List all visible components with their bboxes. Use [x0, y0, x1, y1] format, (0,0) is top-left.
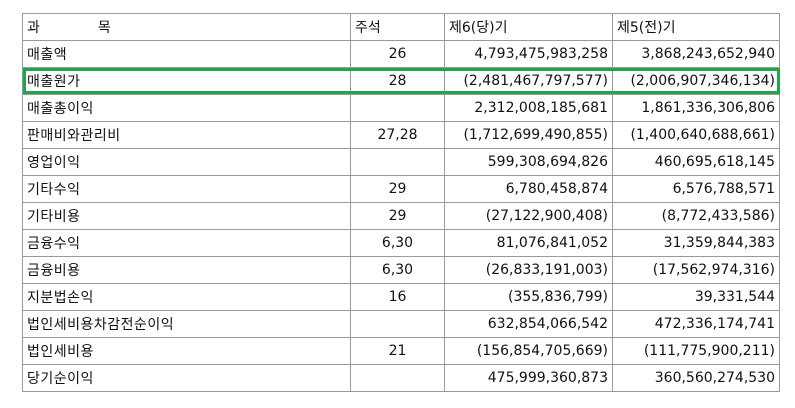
account-cell: 매출액: [22, 40, 351, 68]
account-cell: 법인세비용차감전순이익: [22, 310, 351, 338]
prior-amount-cell: 360,560,274,530: [612, 364, 780, 392]
note-cell: 29: [350, 175, 445, 203]
header-prior-period: 제5(전)기: [612, 13, 780, 41]
table-row: 금융비용 6,30 (26,833,191,003) (17,562,974,316): [22, 256, 780, 284]
current-amount-cell: (26,833,191,003): [444, 256, 613, 284]
current-amount-cell: 4,793,475,983,258: [444, 40, 613, 68]
current-amount-cell: 2,312,008,185,681: [444, 94, 613, 122]
prior-amount-cell: (8,772,433,586): [612, 202, 780, 230]
account-cell: 금융수익: [22, 229, 351, 257]
note-cell: 6,30: [350, 229, 445, 257]
account-cell: 법인세비용: [22, 337, 351, 365]
prior-amount-cell: 1,861,336,306,806: [612, 94, 780, 122]
prior-amount-cell: 460,695,618,145: [612, 148, 780, 176]
prior-amount-cell: 31,359,844,383: [612, 229, 780, 257]
account-cell: 지분법손익: [22, 283, 351, 311]
note-cell: 6,30: [350, 256, 445, 284]
current-amount-cell: 599,308,694,826: [444, 148, 613, 176]
table-row: 당기순이익 475,999,360,873 360,560,274,530: [22, 364, 780, 392]
note-cell: [350, 148, 445, 176]
note-cell: 29: [350, 202, 445, 230]
account-cell: 매출총이익: [22, 94, 351, 122]
prior-amount-cell: 39,331,544: [612, 283, 780, 311]
prior-amount-cell: (17,562,974,316): [612, 256, 780, 284]
table-row: 법인세비용 21 (156,854,705,669) (111,775,900,211…: [22, 337, 780, 365]
note-cell: 16: [350, 283, 445, 311]
header-note: 주석: [350, 13, 445, 41]
prior-amount-cell: (2,006,907,346,134): [612, 67, 780, 95]
current-amount-cell: 6,780,458,874: [444, 175, 613, 203]
header-account-right: 목: [97, 20, 111, 36]
table-row: 매출원가 28 (2,481,467,797,577) (2,006,907,346,…: [22, 67, 780, 95]
account-cell: 영업이익: [22, 148, 351, 176]
current-amount-cell: 81,076,841,052: [444, 229, 613, 257]
current-amount-cell: (156,854,705,669): [444, 337, 613, 365]
current-amount-cell: (355,836,799): [444, 283, 613, 311]
note-cell: 26: [350, 40, 445, 68]
table-row: 금융수익 6,30 81,076,841,052 31,359,844,383: [22, 229, 780, 257]
note-cell: 21: [350, 337, 445, 365]
table-row: 매출총이익 2,312,008,185,681 1,861,336,306,806: [22, 94, 780, 122]
account-cell: 당기순이익: [22, 364, 351, 392]
table-row: 매출액 26 4,793,475,983,258 3,868,243,652,940: [22, 40, 780, 68]
prior-amount-cell: 6,576,788,571: [612, 175, 780, 203]
prior-amount-cell: (1,400,640,688,661): [612, 121, 780, 149]
account-cell: 판매비와관리비: [22, 121, 351, 149]
table-row: 영업이익 599,308,694,826 460,695,618,145: [22, 148, 780, 176]
prior-amount-cell: (111,775,900,211): [612, 337, 780, 365]
note-cell: [350, 310, 445, 338]
account-cell: 기타비용: [22, 202, 351, 230]
note-cell: 27,28: [350, 121, 445, 149]
table-row: 판매비와관리비 27,28 (1,712,699,490,855) (1,400,64…: [22, 121, 780, 149]
account-cell: 금융비용: [22, 256, 351, 284]
account-cell: 매출원가: [22, 67, 351, 95]
note-cell: 28: [350, 67, 445, 95]
header-account-left: 과: [27, 20, 40, 36]
account-cell: 기타수익: [22, 175, 351, 203]
current-amount-cell: (2,481,467,797,577): [444, 67, 613, 95]
note-cell: [350, 94, 445, 122]
current-amount-cell: 475,999,360,873: [444, 364, 613, 392]
table-row: 법인세비용차감전순이익 632,854,066,542 472,336,174,74…: [22, 310, 780, 338]
table-row: 지분법손익 16 (355,836,799) 39,331,544: [22, 283, 780, 311]
current-amount-cell: (27,122,900,408): [444, 202, 613, 230]
table-row: 기타비용 29 (27,122,900,408) (8,772,433,586): [22, 202, 780, 230]
prior-amount-cell: 3,868,243,652,940: [612, 40, 780, 68]
header-current-period: 제6(당)기: [444, 13, 613, 41]
table-row: 기타수익 29 6,780,458,874 6,576,788,571: [22, 175, 780, 203]
prior-amount-cell: 472,336,174,741: [612, 310, 780, 338]
note-cell: [350, 364, 445, 392]
current-amount-cell: (1,712,699,490,855): [444, 121, 613, 149]
current-amount-cell: 632,854,066,542: [444, 310, 613, 338]
